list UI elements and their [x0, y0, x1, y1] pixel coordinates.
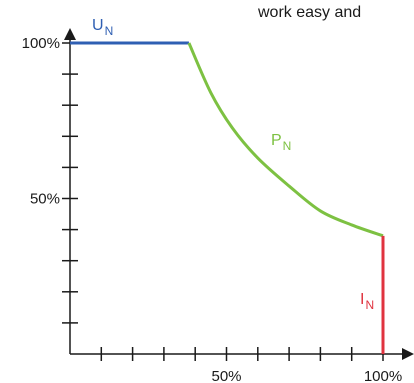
y-tick-label: 50%	[30, 191, 60, 208]
series-in-label: IN	[360, 291, 374, 312]
x-tick-label: 100%	[364, 368, 402, 383]
header-snippet-text: work easy and	[258, 4, 362, 21]
y-tick-label: 100%	[22, 35, 60, 52]
x-tick-label: 50%	[211, 368, 241, 383]
series-pn-label: PN	[271, 132, 291, 153]
series-pn-line	[187, 42, 384, 238]
series-un-label: UN	[92, 17, 113, 38]
